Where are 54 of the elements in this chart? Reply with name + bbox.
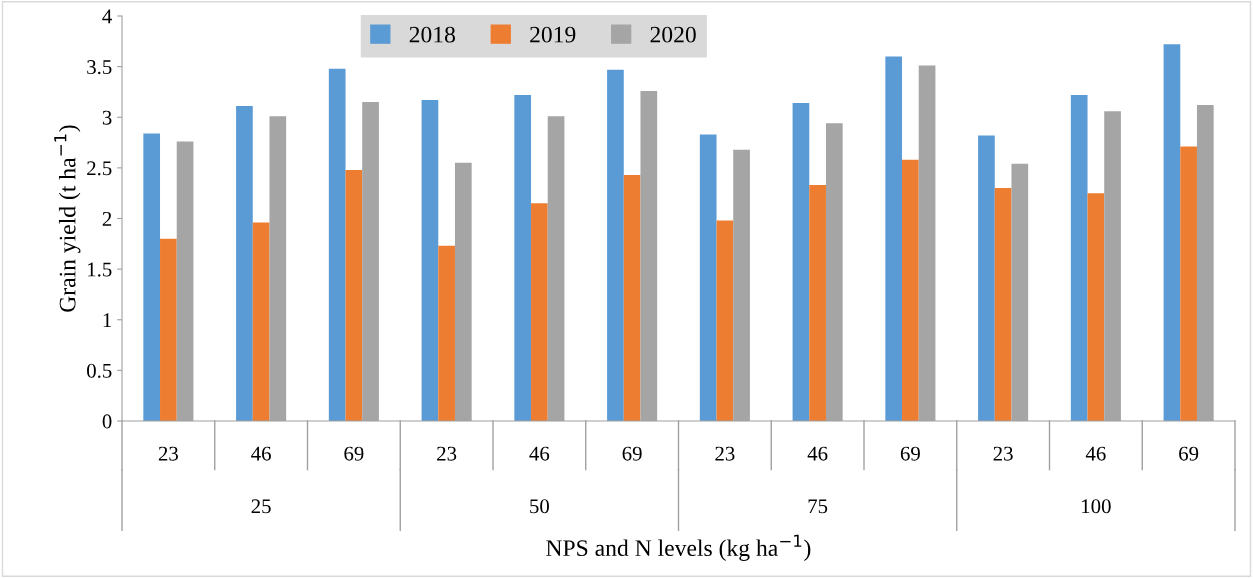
bar: [1070, 94, 1088, 421]
bar: [531, 203, 548, 421]
y-tick-label: 4: [102, 9, 112, 24]
bar: [421, 100, 439, 421]
text: 100: [1082, 499, 1111, 514]
y-tick-label: 2.5: [87, 161, 112, 176]
text: 75: [808, 499, 828, 514]
y-tick-label: 1.5: [88, 262, 112, 277]
bar: [716, 220, 734, 421]
bar: [978, 135, 995, 421]
bar: [792, 103, 810, 421]
y-tick-label: 0: [102, 414, 112, 429]
bar: [236, 106, 253, 421]
bar: [160, 238, 177, 421]
text: 50: [530, 499, 549, 514]
bar: [623, 174, 641, 421]
x-tick-label: 46: [251, 446, 271, 461]
bar: [143, 133, 161, 421]
x-tick-label: 46: [529, 446, 550, 461]
y-tick-label: 1: [103, 313, 112, 327]
bar: [345, 169, 363, 421]
text: 25: [251, 499, 271, 514]
legend-label: 2018: [409, 26, 455, 43]
bar: [809, 185, 826, 421]
y-tick-label: 0.5: [87, 363, 112, 378]
y-axis-title: Grain yield (t ha$^{−1}$): [54, 125, 81, 312]
x-tick-label: 23: [158, 446, 178, 461]
x-tick-label: 46: [1085, 446, 1106, 461]
bar: [328, 68, 346, 421]
bar: [252, 222, 270, 421]
x-tick-label: 69: [1179, 446, 1199, 461]
x-tick-label: 23: [437, 446, 457, 461]
bar: [1087, 193, 1105, 421]
x-tick-label: 23: [993, 446, 1013, 461]
bar: [885, 56, 903, 421]
bar: [1180, 146, 1197, 421]
bar: [902, 159, 919, 421]
bar: [514, 94, 532, 421]
bar: [1163, 44, 1181, 421]
legend-label: 2019: [530, 26, 576, 43]
y-tick-label: 2: [102, 211, 112, 226]
y-tick-label: 3: [102, 110, 112, 125]
legend-label: 2020: [650, 26, 696, 43]
x-tick-label: 69: [344, 446, 364, 461]
bar: [607, 69, 624, 421]
bar: [994, 188, 1012, 421]
bar: [699, 134, 717, 421]
x-tick-label: 23: [715, 446, 735, 461]
x-tick-label: 69: [900, 446, 920, 461]
bar: [438, 245, 455, 421]
y-tick-label: 3.5: [87, 60, 112, 75]
x-axis-title: NPS and N levels (kg ha$^{−1}$): [546, 534, 811, 561]
x-tick-label: 46: [807, 446, 828, 461]
x-tick-label: 69: [622, 446, 642, 461]
